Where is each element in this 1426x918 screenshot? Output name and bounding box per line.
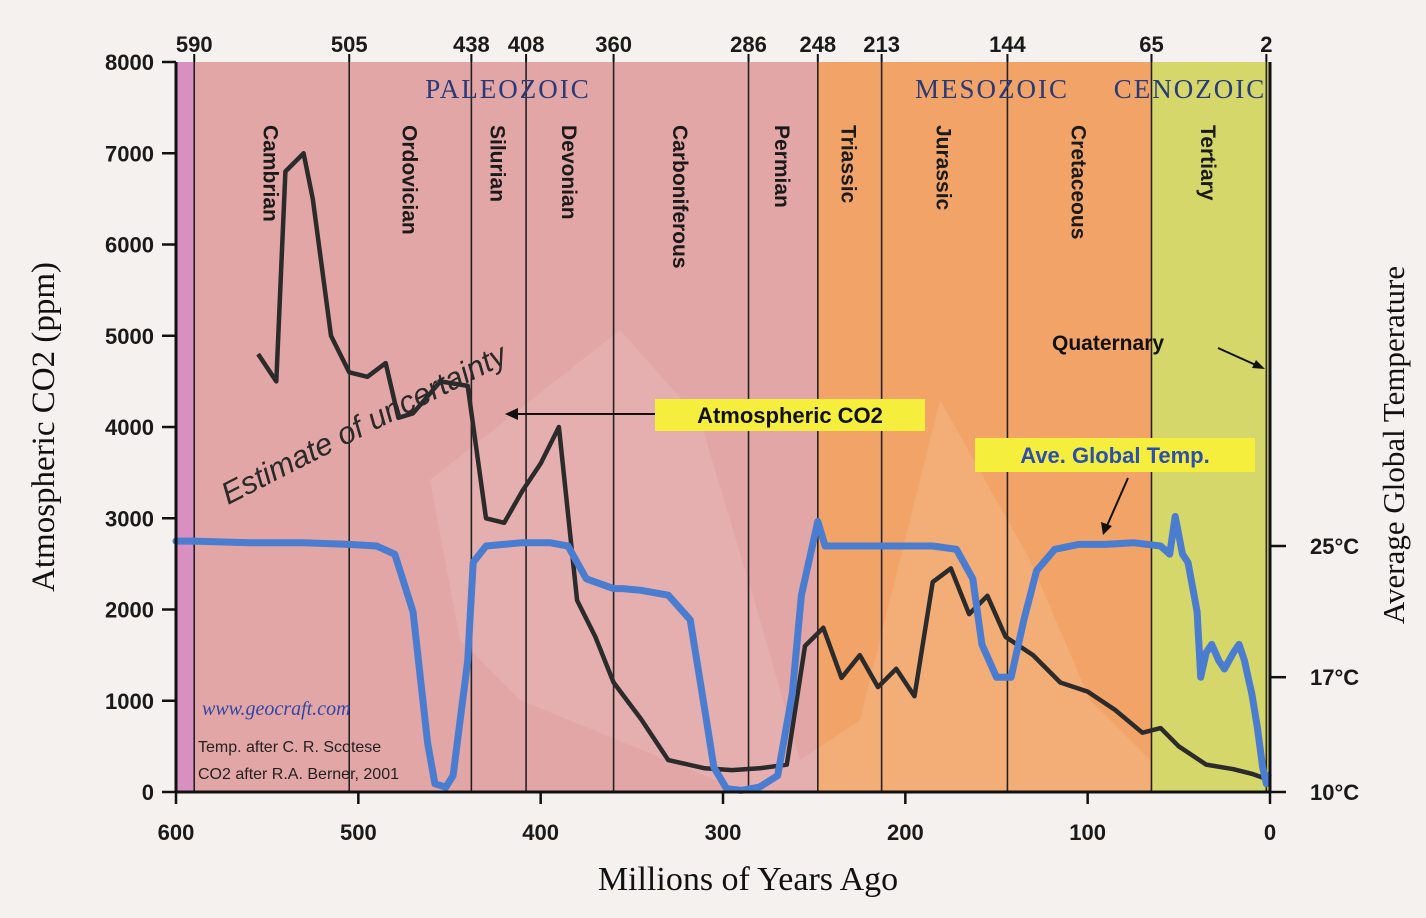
period-label-triassic: Triassic (837, 125, 860, 204)
period-label-permian: Permian (770, 125, 793, 208)
era-label-mesozoic: MESOZOIC (915, 74, 1069, 104)
period-label-silurian: Silurian (486, 125, 509, 202)
top-tick-label: 213 (863, 32, 900, 57)
period-label-cambrian: Cambrian (259, 125, 282, 222)
y-tick-label: 8000 (105, 50, 154, 75)
period-labels: Cambrian Ordovician Silurian Devonian Carbon… (259, 125, 1219, 269)
y-axis-title: Atmospheric CO2 (ppm) (26, 262, 62, 592)
temperature-ticks: 25°C 17°C 10°C (1270, 534, 1359, 805)
top-tick-label: 2 (1260, 32, 1272, 57)
era-label-cenozoic: CENOZOIC (1114, 74, 1267, 104)
co2-callout-label: Atmospheric CO2 (697, 403, 883, 428)
credit-link: www.geocraft.com (202, 698, 351, 720)
x-tick-label: 0 (1264, 820, 1276, 845)
period-label-ordovician: Ordovician (397, 125, 420, 235)
era-label-paleozoic: PALEOZOIC (425, 74, 591, 104)
quaternary-arrow (1217, 347, 1259, 367)
y-tick-label: 1000 (105, 689, 154, 714)
top-tick-label: 360 (595, 32, 632, 57)
quaternary-label: Quaternary (1052, 332, 1164, 355)
period-label-devonian: Devonian (557, 125, 580, 220)
temp-callout-box (975, 438, 1255, 472)
y-tick-label: 7000 (105, 141, 154, 166)
series-layer (172, 151, 1272, 794)
y-tick-label: 0 (142, 780, 154, 805)
y-tick-label: 4000 (105, 415, 154, 440)
top-tick-label: 505 (331, 32, 368, 57)
y-right-axis-title: Average Global Temperature (1376, 266, 1411, 624)
temp-tick-label: 17°C (1310, 665, 1359, 690)
era-labels: PALEOZOIC MESOZOIC CENOZOIC (425, 74, 1267, 104)
top-tick-label: 65 (1139, 32, 1163, 57)
era-band-cenozoic (1151, 62, 1270, 792)
x-axis-title: Millions of Years Ago (598, 861, 898, 898)
temp-tick-label: 25°C (1310, 534, 1359, 559)
temp-callout-arrowhead (1101, 522, 1112, 535)
y-tick-label: 6000 (105, 233, 154, 258)
quaternary-arrowhead (1252, 360, 1265, 369)
temperature-series-line (172, 513, 1272, 794)
temp-callout-arrow (1105, 477, 1129, 529)
top-ticks: 590 505 438 408 360 286 248 213 144 65 2 (176, 32, 1272, 62)
x-tick-label: 400 (522, 820, 559, 845)
credit-co2: CO2 after R.A. Berner, 2001 (198, 766, 399, 783)
period-label-tertiary: Tertiary (1196, 125, 1219, 201)
y-tick-label: 3000 (105, 506, 154, 531)
x-tick-label: 600 (158, 820, 195, 845)
top-tick-label: 590 (176, 32, 213, 57)
co2-callout-box (655, 399, 925, 431)
x-tick-label: 300 (705, 820, 742, 845)
temp-callout-label: Ave. Global Temp. (1020, 443, 1209, 468)
top-tick-label: 438 (453, 32, 490, 57)
x-tick-label: 100 (1069, 820, 1106, 845)
period-label-cretaceous: Cretaceous (1066, 125, 1089, 239)
pre-cambrian-strip (176, 62, 195, 792)
top-tick-label: 248 (799, 32, 836, 57)
y-ticks: 0 1000 2000 3000 4000 5000 6000 7000 8000 (105, 50, 176, 805)
co2-callout-arrowhead (505, 408, 518, 420)
top-tick-label: 286 (730, 32, 767, 57)
x-ticks: 600 500 400 300 200 100 0 (158, 792, 1276, 845)
x-tick-label: 500 (340, 820, 377, 845)
x-tick-label: 200 (887, 820, 924, 845)
period-label-jurassic: Jurassic (932, 125, 955, 211)
y-tick-label: 2000 (105, 598, 154, 623)
top-tick-label: 144 (989, 32, 1026, 57)
y-tick-label: 5000 (105, 324, 154, 349)
co2-series-line (256, 151, 1266, 781)
top-tick-label: 408 (508, 32, 545, 57)
temp-tick-label: 10°C (1310, 780, 1359, 805)
period-label-carboniferous: Carboniferous (668, 125, 691, 269)
credit-temp: Temp. after C. R. Scotese (198, 739, 381, 756)
